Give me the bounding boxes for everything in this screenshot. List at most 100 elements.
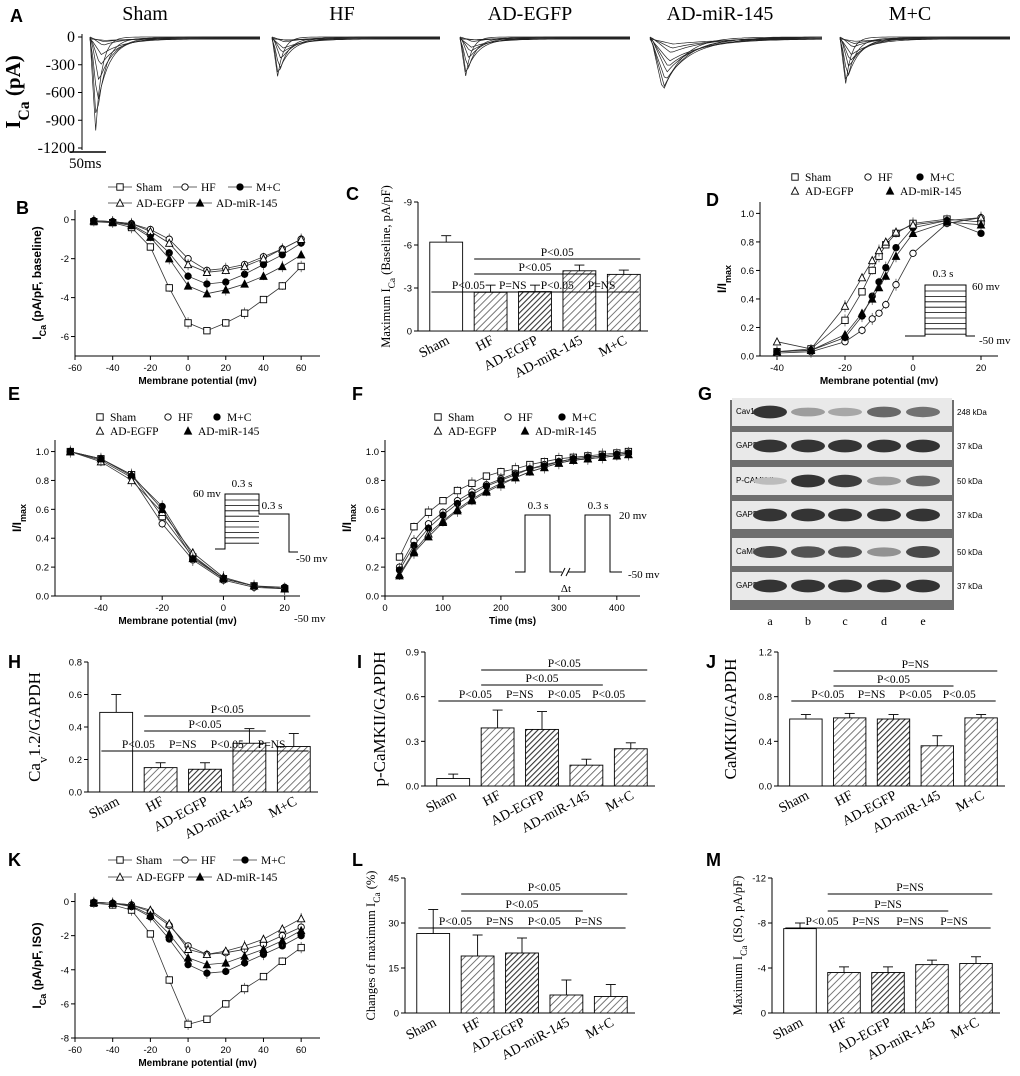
legend-marker (116, 183, 124, 191)
x-tick-label: -20 (155, 603, 169, 614)
y-tick-label: 0.0 (759, 782, 772, 793)
data-point (202, 288, 212, 298)
data-point (280, 583, 290, 593)
legend-marker (433, 426, 443, 435)
data-point (108, 898, 118, 907)
y-tick-label: -3 (404, 284, 412, 295)
series-line-m+c (93, 220, 302, 285)
current-trace (271, 37, 440, 73)
x-tick-label: 20 (976, 363, 987, 374)
legend-label: AD-miR-145 (900, 186, 962, 198)
panel-label-i: I (357, 652, 362, 672)
category-label: Sham (417, 333, 452, 361)
data-point (867, 294, 877, 303)
y-tick-label: 0.0 (36, 592, 49, 603)
y-tick-label: 1.2 (759, 648, 772, 659)
y-axis-title: Maximum ICa (Baseline, pA/pF) (379, 185, 398, 347)
blot-band (867, 439, 901, 453)
series-line-hf (70, 451, 285, 590)
x-tick-label: 60 (296, 1045, 307, 1056)
significance-label: P<0.05 (188, 719, 221, 731)
data-point (127, 220, 136, 230)
y-tick-label: 0.6 (36, 505, 49, 516)
legend-label: Sham (136, 855, 162, 867)
data-point (108, 217, 118, 226)
series-line-ad-mir-145 (93, 220, 302, 295)
y-axis-title: Maximum ICa (ISO, pA/pF) (731, 876, 750, 1016)
data-point (221, 265, 231, 274)
data-point (857, 272, 867, 282)
data-point (467, 495, 477, 505)
legend-label: HF (201, 855, 216, 867)
data-point (221, 958, 231, 967)
data-point (188, 553, 198, 563)
significance-label: P<0.05 (528, 882, 561, 894)
data-point (277, 244, 287, 253)
x-tick-label: 40 (258, 1045, 269, 1056)
bar-sham (429, 241, 464, 332)
data-point (184, 319, 192, 327)
legend-label: HF (201, 182, 216, 194)
legend-marker (115, 872, 125, 881)
blot-row-label: CaMKII (736, 547, 763, 556)
y-tick-label: 0 (761, 1009, 766, 1020)
data-point (165, 976, 173, 984)
data-point (127, 475, 136, 485)
data-point (942, 217, 952, 226)
category-label: Sham (424, 788, 459, 816)
y-tick-label: 0.6 (366, 505, 379, 516)
data-point (259, 972, 268, 981)
data-point (395, 553, 404, 561)
series-line-ad-egfp (93, 902, 302, 955)
significance-label: P<0.05 (518, 262, 551, 274)
x-tick-label: 60 (296, 363, 307, 374)
data-point (840, 301, 850, 310)
data-point (438, 517, 448, 526)
x-tick-label: 20 (220, 1045, 231, 1056)
current-trace (839, 37, 1010, 80)
blot-band (906, 439, 940, 453)
data-point (881, 237, 891, 246)
blot-size-label: 50 kDa (957, 477, 983, 486)
panel-label-e: E (8, 384, 20, 404)
y-tick-label: -8 (61, 1034, 69, 1045)
y-tick-label: 0.2 (69, 755, 82, 766)
blot-band (828, 407, 862, 417)
blot-band (753, 405, 787, 419)
significance-label: P<0.05 (805, 916, 838, 928)
data-point (453, 486, 462, 495)
blot-band (828, 474, 862, 488)
data-point (296, 925, 306, 935)
x-tick-label: 100 (435, 603, 451, 614)
data-point (203, 327, 211, 335)
y-tick-label: 0.0 (366, 592, 379, 603)
blot-band (753, 508, 787, 522)
y-tick-label: -6 (61, 332, 69, 343)
data-point (146, 910, 155, 919)
protocol-bottom: -50 mv (979, 335, 1011, 347)
legend-marker (115, 198, 125, 207)
y-axis-title: CaMKII/GAPDH (721, 659, 740, 780)
x-tick-label: -40 (94, 603, 108, 614)
lane-label: b (805, 614, 811, 628)
legend-label: Sham (448, 412, 474, 424)
group-title: AD-miR-145 (667, 3, 774, 25)
legend-marker (241, 856, 249, 864)
blot-band (791, 439, 825, 453)
legend-label: HF (518, 412, 533, 424)
x-tick-label: 200 (493, 603, 509, 614)
data-point (184, 960, 192, 969)
current-trace (839, 38, 1010, 42)
y-tick-label: 0.0 (741, 352, 754, 363)
data-point (909, 249, 917, 257)
data-point (424, 508, 433, 516)
significance-label: P<0.05 (541, 247, 574, 259)
panel-label-k: K (8, 850, 21, 870)
blot-band (791, 407, 825, 417)
y-axis-title: Changes of maximum ICa (%) (364, 871, 383, 1021)
x-tick-label: 20 (279, 603, 290, 614)
protocol-duration-2: 0.3 s (262, 500, 283, 512)
data-point (874, 245, 884, 255)
